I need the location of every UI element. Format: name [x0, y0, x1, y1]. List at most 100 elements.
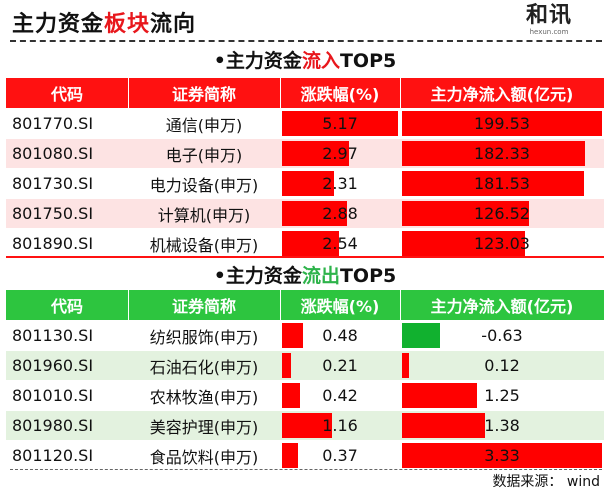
table-row: 801980.SI 美容护理(申万) 1.16 1.38 [6, 411, 604, 441]
change-bar [282, 413, 333, 438]
change-cell: 1.16 [280, 411, 400, 440]
page-title: 主力资金板块流向 [12, 12, 197, 37]
net-inflow-value: 181.53 [474, 174, 530, 193]
net-inflow-cell: 1.38 [400, 411, 604, 440]
header: 主力资金板块流向 和讯 hexun.com [0, 0, 610, 38]
change-bar [282, 443, 299, 468]
column-header: 代码 [50, 297, 83, 316]
change-bar [282, 111, 398, 136]
change-cell: 5.17 [280, 109, 400, 138]
change-cell: 2.97 [280, 139, 400, 168]
net-inflow-cell: 1.25 [400, 381, 604, 410]
net-inflow-bar [402, 443, 602, 468]
security-code: 801750.SI [12, 204, 94, 223]
footer-divider [10, 469, 602, 470]
net-inflow-cell: 123.03 [400, 229, 604, 258]
change-value: 0.21 [322, 356, 358, 375]
security-name: 电力设备(申万) [149, 175, 259, 195]
security-code: 801130.SI [12, 326, 94, 345]
inflow-bottom-line [6, 256, 604, 258]
security-code: 801980.SI [12, 416, 94, 435]
change-bar [282, 141, 349, 166]
security-code: 801120.SI [12, 446, 94, 465]
net-inflow-value: 1.38 [484, 416, 520, 435]
net-inflow-cell: -0.63 [400, 321, 604, 350]
security-name: 通信(申万) [165, 115, 243, 135]
net-inflow-bar [402, 111, 602, 136]
column-separator [128, 290, 129, 320]
table-row: 801120.SI 食品饮料(申万) 0.37 3.33 [6, 441, 604, 471]
change-cell: 0.37 [280, 441, 400, 470]
change-bar [282, 201, 347, 226]
change-cell: 0.21 [280, 351, 400, 380]
net-inflow-value: 1.25 [484, 386, 520, 405]
security-code: 801080.SI [12, 144, 94, 163]
security-name: 石油石化(申万) [149, 357, 259, 377]
column-separator [400, 78, 401, 108]
column-separator [128, 78, 129, 108]
out-table-header: 代码 证券简称 涨跌幅(%) 主力净流入额(亿元) [6, 290, 604, 321]
outflow-table: 代码 证券简称 涨跌幅(%) 主力净流入额(亿元) 801130.SI 纺织服饰(申万) 0… [6, 290, 604, 471]
security-name: 纺织服饰(申万) [149, 327, 259, 347]
column-header: 证券简称 [171, 297, 236, 316]
table-row: 801080.SI 电子(申万) 2.97 182.33 [6, 139, 604, 169]
net-inflow-value: 126.52 [474, 204, 530, 223]
security-name: 机械设备(申万) [149, 235, 259, 255]
logo-text: 和讯 [525, 3, 572, 28]
change-cell: 2.54 [280, 229, 400, 258]
hexun-logo: 和讯 hexun.com [525, 3, 572, 37]
change-bar [282, 231, 339, 256]
column-header: 主力净流入额(亿元) [430, 297, 574, 316]
table-row: 801770.SI 通信(申万) 5.17 199.53 [6, 109, 604, 139]
net-inflow-value: 3.33 [484, 446, 520, 465]
table-row: 801750.SI 计算机(申万) 2.88 126.52 [6, 199, 604, 229]
net-inflow-bar [402, 201, 529, 226]
net-inflow-value: -0.63 [481, 326, 523, 345]
column-header: 主力净流入额(亿元) [430, 85, 574, 104]
net-inflow-bar [402, 323, 440, 348]
change-cell: 0.42 [280, 381, 400, 410]
change-value: 2.31 [322, 174, 358, 193]
change-value: 0.37 [322, 446, 358, 465]
column-header: 涨跌幅(%) [300, 85, 380, 104]
net-inflow-value: 123.03 [474, 234, 530, 253]
net-inflow-bar [402, 231, 526, 256]
change-value: 2.54 [322, 234, 358, 253]
change-value: 0.42 [322, 386, 358, 405]
security-name: 食品饮料(申万) [149, 447, 259, 467]
table-row: 801890.SI 机械设备(申万) 2.54 123.03 [6, 229, 604, 259]
data-source: 数据来源： wind [492, 474, 600, 490]
change-value: 1.16 [322, 416, 358, 435]
security-name: 计算机(申万) [157, 205, 251, 225]
change-bar [282, 353, 292, 378]
security-name: 电子(申万) [165, 145, 243, 165]
net-inflow-value: 0.12 [484, 356, 520, 375]
table-row: 801010.SI 农林牧渔(申万) 0.42 1.25 [6, 381, 604, 411]
net-inflow-value: 199.53 [474, 114, 530, 133]
security-code: 801730.SI [12, 174, 94, 193]
change-value: 0.48 [322, 326, 358, 345]
inflow-section-title: •主力资金流入TOP5 [213, 50, 397, 72]
net-inflow-cell: 126.52 [400, 199, 604, 228]
security-code: 801890.SI [12, 234, 94, 253]
column-header: 代码 [50, 85, 83, 104]
column-header: 证券简称 [171, 85, 236, 104]
logo-domain: hexun.com [529, 28, 569, 36]
net-inflow-bar [402, 353, 410, 378]
net-inflow-bar [402, 171, 584, 196]
change-bar [282, 171, 334, 196]
change-bar [282, 323, 303, 348]
header-divider [10, 40, 602, 42]
net-inflow-bar [402, 141, 585, 166]
net-inflow-value: 182.33 [474, 144, 530, 163]
security-name: 农林牧渔(申万) [149, 387, 259, 407]
table-row: 801730.SI 电力设备(申万) 2.31 181.53 [6, 169, 604, 199]
table-row: 801960.SI 石油石化(申万) 0.21 0.12 [6, 351, 604, 381]
net-inflow-cell: 182.33 [400, 139, 604, 168]
security-code: 801770.SI [12, 114, 94, 133]
security-code: 801960.SI [12, 356, 94, 375]
net-inflow-cell: 181.53 [400, 169, 604, 198]
change-value: 2.97 [322, 144, 358, 163]
change-value: 2.88 [322, 204, 358, 223]
change-cell: 2.31 [280, 169, 400, 198]
